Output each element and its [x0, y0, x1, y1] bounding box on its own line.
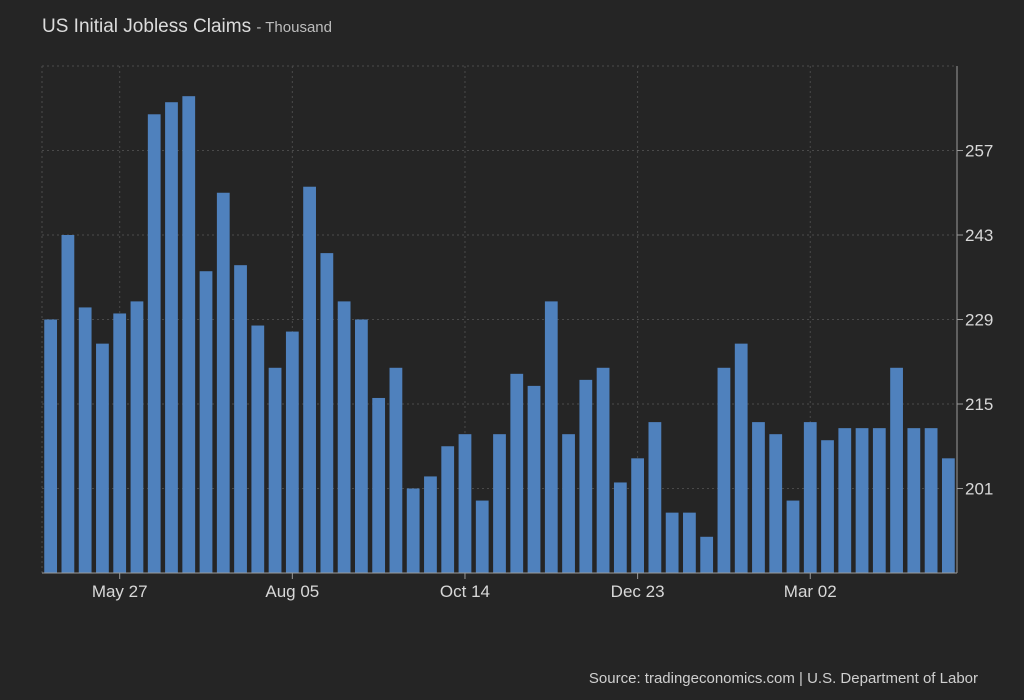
bar	[648, 422, 662, 573]
bar	[441, 446, 455, 573]
bar	[320, 253, 334, 573]
chart-unit: - Thousand	[256, 19, 332, 36]
bar	[372, 397, 386, 573]
source-note: Source: tradingeconomics.com | U.S. Depa…	[588, 670, 978, 687]
bar	[907, 428, 921, 573]
chart-title: US Initial Jobless Claims - Thousand	[42, 16, 332, 38]
y-tick-label: 243	[965, 226, 993, 245]
bar	[303, 186, 316, 573]
bar	[458, 434, 472, 573]
y-tick-label: 229	[965, 311, 993, 330]
bar	[683, 512, 696, 573]
bar	[924, 428, 938, 573]
x-tick-label: Mar 02	[784, 582, 837, 601]
bar	[96, 343, 109, 573]
bar	[268, 367, 282, 573]
bar	[354, 319, 368, 573]
bar	[821, 440, 834, 573]
bar	[700, 536, 714, 573]
y-tick-label: 215	[965, 395, 993, 414]
y-tick-label: 201	[965, 480, 993, 499]
bar	[216, 192, 230, 573]
bar	[78, 307, 92, 573]
bar	[510, 373, 524, 573]
bar	[596, 367, 610, 573]
bar	[44, 319, 58, 573]
bar	[406, 488, 420, 573]
bar	[147, 114, 161, 574]
x-tick-label: Oct 14	[440, 582, 490, 601]
chart-title-text: US Initial Jobless Claims	[42, 16, 252, 37]
bar	[544, 301, 558, 573]
bar	[251, 325, 265, 573]
bar	[199, 271, 213, 573]
bar	[786, 500, 800, 573]
bar	[113, 313, 127, 573]
bar	[734, 343, 748, 573]
bar	[665, 512, 679, 573]
bar	[613, 482, 627, 573]
bar	[285, 331, 299, 573]
bar	[631, 458, 645, 573]
bar	[182, 96, 196, 573]
x-axis-ticks: May 27 Aug 05 Oct 14 Dec 23 Mar 02	[92, 573, 837, 601]
bar	[855, 428, 869, 573]
bar	[890, 367, 903, 573]
x-tick-label: Dec 23	[611, 582, 665, 601]
bar	[872, 428, 886, 573]
bar	[475, 500, 489, 573]
y-axis-ticks: 201 215 229 243 257	[957, 142, 993, 499]
y-tick-label: 257	[965, 142, 993, 161]
bar	[389, 367, 403, 573]
bar	[424, 476, 437, 573]
bar-series	[44, 96, 955, 574]
bar	[562, 434, 575, 573]
bar	[493, 434, 506, 573]
bar	[752, 422, 765, 573]
bar	[61, 235, 75, 573]
bar	[941, 458, 955, 573]
x-tick-label: May 27	[92, 582, 148, 601]
bar	[130, 301, 144, 573]
bar	[838, 428, 852, 573]
bar	[527, 385, 541, 573]
bar	[165, 102, 178, 573]
bar	[579, 379, 593, 573]
bar	[337, 301, 351, 573]
bar	[717, 367, 731, 573]
bar	[803, 422, 817, 573]
bar	[769, 434, 783, 573]
bar	[234, 265, 247, 573]
x-tick-label: Aug 05	[265, 582, 319, 601]
